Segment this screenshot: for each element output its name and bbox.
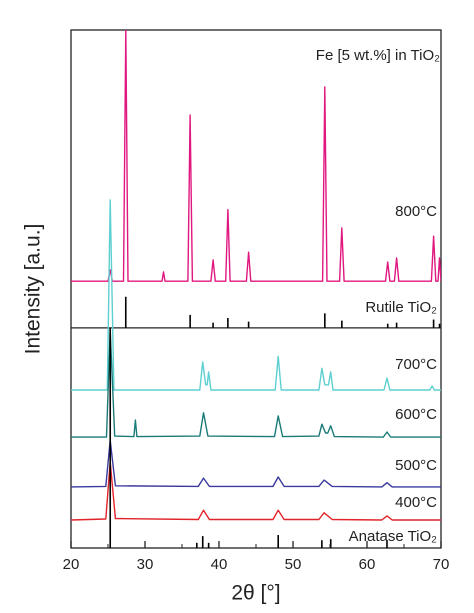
xrd-pattern [71, 461, 441, 521]
series-label: 600°C [395, 406, 437, 423]
x-tick-label: 20 [63, 556, 80, 573]
x-axis-label: 2θ [°] [231, 582, 280, 605]
plot-area [71, 30, 441, 548]
series-label: 700°C [395, 356, 437, 373]
x-tick-label: 60 [359, 556, 376, 573]
x-tick-label: 70 [433, 556, 450, 573]
xrd-pattern [71, 30, 441, 282]
series-label: Rutile TiO₂ [365, 299, 437, 316]
series-label: 500°C [395, 457, 437, 474]
series-label: 400°C [395, 494, 437, 511]
xrd-pattern [71, 199, 441, 391]
xrd-pattern [71, 439, 441, 488]
chart-title: Fe [5 wt.%] in TiO₂ [316, 47, 440, 64]
x-tick-label: 40 [211, 556, 228, 573]
series-label: 800°C [395, 203, 437, 220]
series-label: Anatase TiO₂ [349, 528, 438, 545]
y-axis-label: Intensity [a.u.] [22, 224, 45, 355]
xrd-pattern [71, 329, 441, 438]
x-tick-label: 50 [285, 556, 302, 573]
x-tick-label: 30 [137, 556, 154, 573]
